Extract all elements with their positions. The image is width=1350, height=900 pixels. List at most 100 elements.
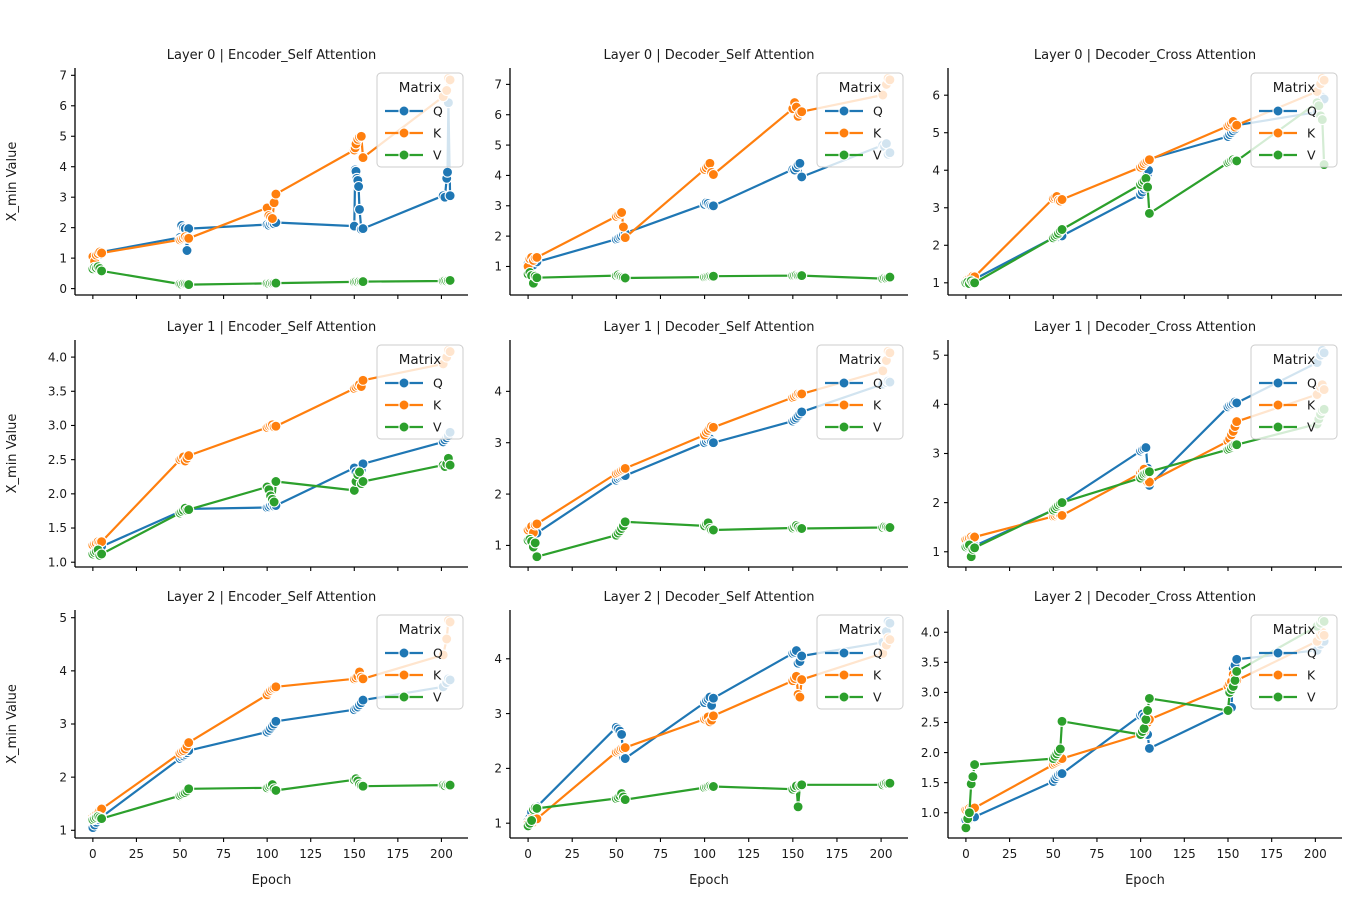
x-tick-label: 25 [129, 847, 144, 861]
data-point-v [1231, 155, 1243, 167]
data-point-k [796, 388, 808, 400]
data-point-v [1056, 223, 1068, 236]
data-point-k [1056, 193, 1068, 206]
y-tick-label: 1 [59, 251, 67, 265]
subplot-title: Layer 1 | Decoder_Cross Attention [1034, 320, 1256, 335]
y-tick-label: 1 [494, 539, 502, 553]
data-point-v [792, 801, 804, 813]
y-tick-label: 3 [494, 199, 502, 213]
y-tick-label: 3.0 [48, 419, 67, 433]
data-point-q [794, 157, 806, 169]
y-tick-label: 5 [59, 129, 67, 143]
legend-marker-k [398, 669, 410, 681]
data-point-v [357, 475, 369, 488]
x-axis-label: Epoch [1125, 873, 1165, 888]
legend-label-k: K [1307, 125, 1316, 140]
legend-box [816, 344, 904, 440]
data-point-v [1140, 713, 1152, 726]
y-tick-label: 6 [932, 88, 940, 102]
legend-label-v: V [873, 689, 882, 704]
data-point-v [969, 277, 981, 289]
data-point-q [616, 728, 628, 740]
x-tick-label: 100 [256, 847, 279, 861]
legend-marker-q [1272, 377, 1284, 389]
x-tick-label: 150 [343, 847, 366, 861]
data-point-v [353, 466, 366, 478]
y-tick-label: 2 [932, 496, 940, 510]
legend-marker-v [398, 149, 410, 161]
legend-marker-q [1272, 647, 1284, 659]
data-point-k [1056, 509, 1068, 521]
data-point-k [616, 206, 628, 219]
legend-marker-v [838, 421, 850, 433]
y-axis-label: X_min Value [5, 684, 20, 764]
legend-marker-q [398, 647, 410, 659]
data-point-k [183, 232, 195, 244]
data-point-v [707, 270, 719, 282]
x-tick-label: 100 [693, 847, 716, 861]
data-point-v [619, 516, 631, 528]
data-point-v [796, 522, 808, 535]
legend-box [376, 72, 464, 168]
legend-marker-q [838, 647, 850, 659]
data-point-v [357, 780, 369, 792]
y-axis-label: X_min Value [5, 414, 20, 494]
legend-title: Matrix [839, 80, 882, 96]
legend-box [816, 614, 904, 710]
data-point-v [444, 779, 456, 791]
y-tick-label: 4 [932, 163, 940, 177]
data-point-v [884, 521, 896, 534]
legend-title: Matrix [839, 622, 882, 638]
legend-label-v: V [433, 147, 442, 162]
data-point-v [969, 759, 981, 771]
data-point-k [619, 232, 631, 244]
legend-label-v: V [873, 419, 882, 434]
legend: Matrix QKV [816, 344, 904, 440]
data-point-k [270, 681, 282, 693]
y-tick-label: 1.5 [48, 521, 67, 535]
y-tick-label: 4 [494, 169, 502, 183]
subplot-title: Layer 0 | Encoder_Self Attention [167, 48, 377, 63]
legend-marker-q [838, 377, 850, 389]
legend-marker-k [838, 399, 850, 411]
y-tick-label: 2.5 [48, 453, 67, 467]
y-tick-label: 5 [59, 611, 67, 625]
data-point-q [1231, 653, 1243, 665]
data-point-v [531, 551, 543, 563]
y-tick-label: 3 [494, 436, 502, 450]
x-tick-label: 100 [1129, 847, 1152, 861]
x-tick-label: 75 [1089, 847, 1104, 861]
data-point-k [707, 421, 719, 433]
y-tick-label: 5 [494, 138, 502, 152]
y-tick-label: 3.5 [921, 656, 940, 670]
y-tick-label: 1.5 [921, 776, 940, 790]
data-point-k [357, 673, 369, 685]
y-tick-label: 7 [494, 78, 502, 92]
legend-marker-v [1272, 421, 1284, 433]
data-point-q [353, 180, 365, 193]
data-point-q [707, 200, 719, 212]
data-point-k [531, 518, 543, 530]
data-point-v [268, 496, 280, 508]
subplot-title: Layer 0 | Decoder_Cross Attention [1034, 48, 1256, 63]
data-point-v [796, 270, 808, 282]
data-point-v [444, 459, 456, 471]
data-point-v [963, 807, 975, 819]
y-tick-label: 1 [932, 276, 940, 290]
legend-label-v: V [1307, 147, 1316, 162]
legend: Matrix QKV [1250, 72, 1338, 168]
y-tick-label: 1 [494, 816, 502, 830]
legend-label-k: K [433, 125, 442, 140]
y-tick-label: 3.0 [921, 686, 940, 700]
subplot-title: Layer 2 | Decoder_Cross Attention [1034, 590, 1256, 605]
x-tick-label: 50 [609, 847, 624, 861]
y-tick-label: 4 [932, 398, 940, 412]
data-point-k [1231, 416, 1243, 428]
data-point-v [183, 504, 195, 516]
legend: Matrix QKV [376, 614, 464, 710]
data-point-q [353, 203, 366, 215]
data-point-q [270, 715, 282, 727]
y-tick-label: 7 [59, 69, 67, 83]
y-tick-label: 2 [494, 487, 502, 501]
